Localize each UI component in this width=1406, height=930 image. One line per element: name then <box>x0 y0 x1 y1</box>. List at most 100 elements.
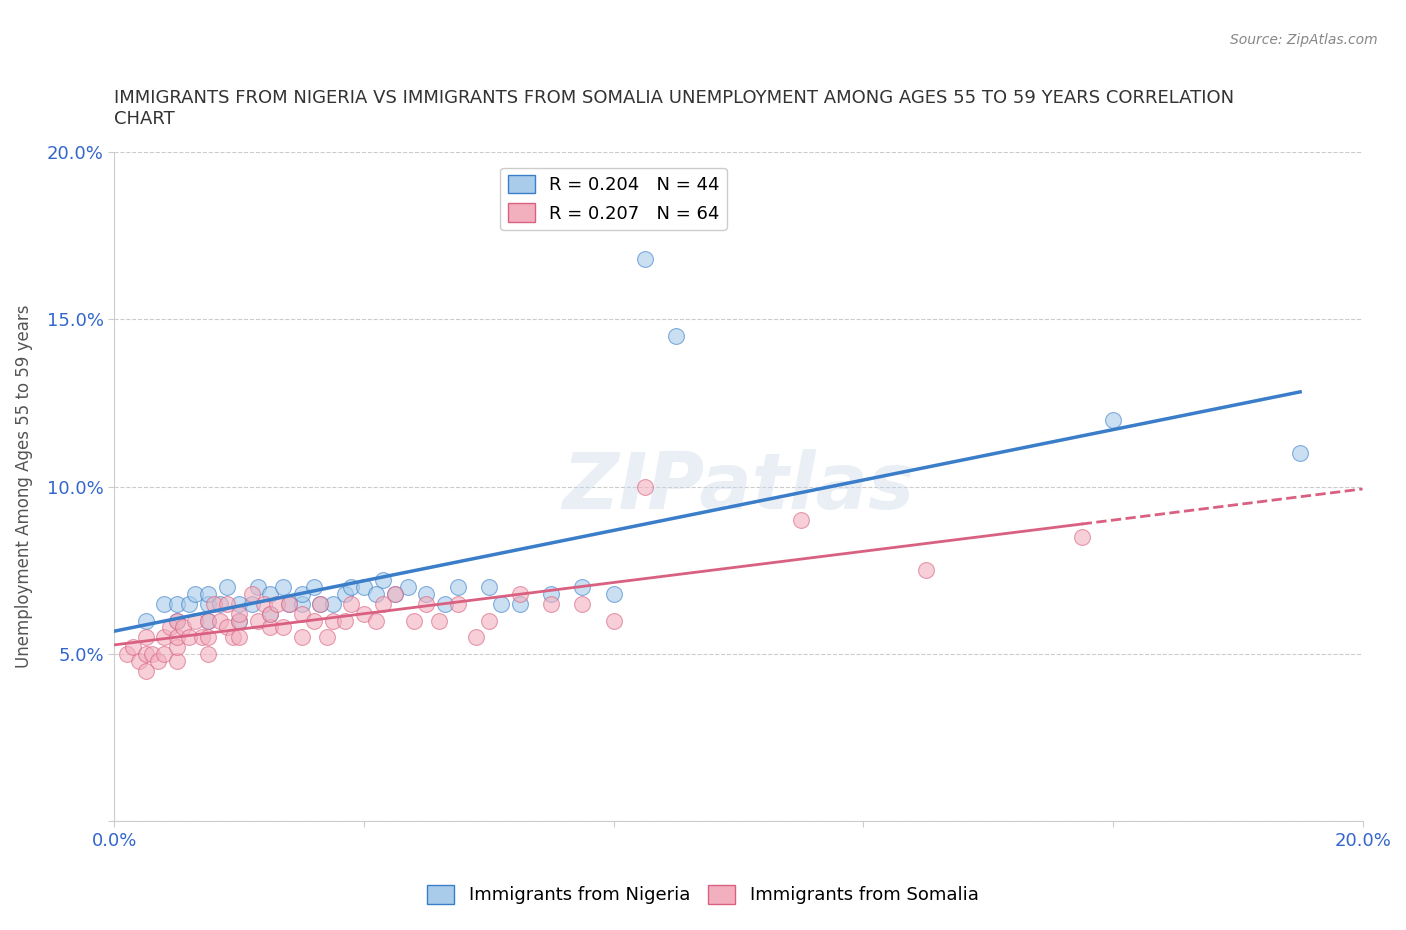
Text: ZIPatlas: ZIPatlas <box>562 449 914 525</box>
Point <box>228 606 250 621</box>
Point <box>415 587 437 602</box>
Point <box>228 596 250 611</box>
Point <box>197 587 219 602</box>
Point <box>197 596 219 611</box>
Point <box>415 596 437 611</box>
Point <box>166 654 188 669</box>
Point <box>202 596 225 611</box>
Point <box>266 596 288 611</box>
Point <box>509 596 531 611</box>
Point <box>384 587 406 602</box>
Point <box>209 596 232 611</box>
Point <box>335 587 357 602</box>
Point <box>446 596 468 611</box>
Point <box>215 596 238 611</box>
Point <box>790 512 813 527</box>
Point <box>1289 445 1312 460</box>
Point <box>353 606 375 621</box>
Point <box>172 620 194 635</box>
Point <box>309 596 332 611</box>
Point <box>128 654 150 669</box>
Point <box>371 596 394 611</box>
Point <box>278 596 301 611</box>
Point <box>427 613 450 628</box>
Point <box>246 579 269 594</box>
Point <box>259 620 281 635</box>
Point <box>259 587 281 602</box>
Point <box>340 579 363 594</box>
Point <box>228 613 250 628</box>
Point <box>166 596 188 611</box>
Point <box>134 646 156 661</box>
Point <box>309 596 332 611</box>
Text: IMMIGRANTS FROM NIGERIA VS IMMIGRANTS FROM SOMALIA UNEMPLOYMENT AMONG AGES 55 TO: IMMIGRANTS FROM NIGERIA VS IMMIGRANTS FR… <box>114 89 1234 128</box>
Point <box>278 596 301 611</box>
Point <box>371 573 394 588</box>
Point <box>253 596 276 611</box>
Point <box>134 663 156 678</box>
Point <box>322 596 344 611</box>
Point <box>478 613 501 628</box>
Point <box>335 613 357 628</box>
Point <box>602 587 624 602</box>
Point <box>434 596 457 611</box>
Legend: Immigrants from Nigeria, Immigrants from Somalia: Immigrants from Nigeria, Immigrants from… <box>420 878 986 911</box>
Point <box>166 630 188 644</box>
Point <box>209 613 232 628</box>
Point <box>240 587 263 602</box>
Point <box>290 606 312 621</box>
Point <box>141 646 163 661</box>
Point <box>665 328 688 343</box>
Point <box>197 613 219 628</box>
Point <box>302 613 325 628</box>
Text: Source: ZipAtlas.com: Source: ZipAtlas.com <box>1230 33 1378 46</box>
Point <box>446 579 468 594</box>
Point <box>271 620 294 635</box>
Point <box>322 613 344 628</box>
Point <box>215 620 238 635</box>
Legend: R = 0.204   N = 44, R = 0.207   N = 64: R = 0.204 N = 44, R = 0.207 N = 64 <box>501 167 727 230</box>
Point <box>914 563 936 578</box>
Point <box>197 613 219 628</box>
Point <box>190 630 212 644</box>
Point <box>166 640 188 655</box>
Point <box>1102 412 1125 427</box>
Point <box>290 630 312 644</box>
Point <box>634 252 657 267</box>
Point <box>290 596 312 611</box>
Point <box>246 613 269 628</box>
Point <box>122 640 145 655</box>
Point <box>396 579 419 594</box>
Point <box>315 630 337 644</box>
Point <box>602 613 624 628</box>
Point <box>184 613 207 628</box>
Point <box>228 613 250 628</box>
Point <box>366 613 388 628</box>
Point <box>197 646 219 661</box>
Point <box>153 646 176 661</box>
Point <box>1070 529 1092 544</box>
Point <box>540 596 562 611</box>
Point <box>634 479 657 494</box>
Point <box>259 606 281 621</box>
Point <box>271 579 294 594</box>
Point <box>146 654 169 669</box>
Point <box>302 579 325 594</box>
Point <box>571 579 593 594</box>
Point <box>134 613 156 628</box>
Point <box>179 630 201 644</box>
Point <box>465 630 488 644</box>
Point <box>153 596 176 611</box>
Point <box>184 587 207 602</box>
Point <box>259 606 281 621</box>
Point <box>115 646 138 661</box>
Point <box>134 630 156 644</box>
Point <box>540 587 562 602</box>
Point <box>159 620 181 635</box>
Y-axis label: Unemployment Among Ages 55 to 59 years: Unemployment Among Ages 55 to 59 years <box>15 305 32 669</box>
Point <box>179 596 201 611</box>
Point <box>240 596 263 611</box>
Point <box>491 596 513 611</box>
Point <box>478 579 501 594</box>
Point <box>509 587 531 602</box>
